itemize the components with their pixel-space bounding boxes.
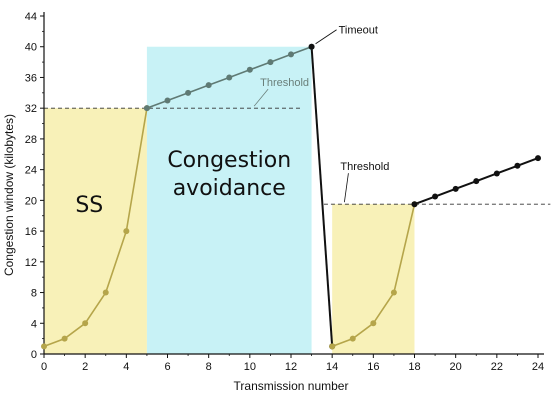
threshold-pointer-0 bbox=[253, 88, 269, 107]
x-tick-label: 14 bbox=[326, 361, 338, 373]
congestion-avoidance-label: Congestion bbox=[167, 148, 291, 173]
data-point bbox=[226, 74, 233, 81]
y-tick-label: 0 bbox=[31, 349, 37, 361]
data-point bbox=[535, 155, 541, 162]
data-point bbox=[329, 343, 336, 350]
data-point bbox=[473, 178, 480, 185]
data-point bbox=[185, 89, 192, 96]
timeout-pointer bbox=[315, 29, 337, 45]
x-tick-label: 2 bbox=[82, 361, 88, 373]
threshold-label-0: Threshold bbox=[260, 77, 309, 89]
data-point bbox=[82, 320, 89, 327]
data-point bbox=[143, 105, 150, 112]
y-tick-label: 4 bbox=[31, 318, 37, 330]
y-tick-label: 12 bbox=[25, 257, 37, 269]
x-axis-title: Transmission number bbox=[234, 379, 349, 393]
data-point bbox=[452, 185, 459, 192]
x-tick-label: 24 bbox=[532, 361, 544, 373]
y-tick-label: 20 bbox=[25, 195, 37, 207]
series-line-2 bbox=[310, 46, 334, 347]
region-2 bbox=[332, 204, 415, 354]
data-point bbox=[288, 51, 294, 58]
x-tick-label: 16 bbox=[367, 361, 379, 373]
congestion-avoidance-label: avoidance bbox=[173, 176, 286, 201]
axes: 0 2 4 6 8 10 12 14 16 18 20 22 240481216202428323640… bbox=[2, 11, 544, 393]
data-point bbox=[246, 66, 253, 73]
x-tick-label: 10 bbox=[244, 361, 256, 373]
data-point bbox=[514, 162, 521, 169]
threshold-pointer-1 bbox=[344, 173, 349, 203]
data-point bbox=[411, 201, 418, 208]
region-0 bbox=[44, 108, 147, 354]
y-axis-title: Congestion window (kilobytes) bbox=[2, 114, 16, 276]
y-tick-label: 40 bbox=[25, 42, 37, 54]
x-tick-label: 12 bbox=[285, 361, 297, 373]
x-tick-label: 22 bbox=[491, 361, 503, 373]
y-tick-label: 36 bbox=[25, 72, 37, 84]
data-point bbox=[205, 82, 212, 89]
y-tick-label: 28 bbox=[25, 134, 37, 146]
annotations: Timeout SS Congestion avoidance bbox=[75, 25, 378, 218]
data-point bbox=[41, 343, 47, 350]
data-point bbox=[267, 59, 274, 66]
data-point bbox=[164, 97, 171, 104]
data-series bbox=[41, 43, 541, 350]
x-tick-label: 20 bbox=[450, 361, 462, 373]
x-tick-label: 6 bbox=[164, 361, 170, 373]
y-tick-label: 16 bbox=[25, 226, 37, 238]
data-point bbox=[123, 228, 130, 235]
timeout-label: Timeout bbox=[339, 25, 378, 37]
data-point bbox=[390, 289, 397, 296]
x-tick-label: 4 bbox=[123, 361, 129, 373]
data-point bbox=[61, 335, 68, 342]
x-tick-label: 8 bbox=[206, 361, 212, 373]
y-tick-label: 24 bbox=[25, 165, 37, 177]
series-line-0 bbox=[43, 108, 148, 348]
y-tick-label: 8 bbox=[31, 288, 37, 300]
data-point bbox=[493, 170, 500, 177]
x-tick-label: 18 bbox=[408, 361, 420, 373]
threshold-label-1: Threshold bbox=[340, 161, 389, 173]
threshold-lines: Threshold Threshold bbox=[44, 77, 551, 205]
y-tick-label: 44 bbox=[25, 11, 37, 23]
ss-label: SS bbox=[75, 193, 103, 218]
y-tick-label: 32 bbox=[25, 103, 37, 115]
data-point bbox=[308, 43, 315, 50]
data-point bbox=[349, 335, 356, 342]
data-point bbox=[370, 320, 377, 327]
x-tick-label: 0 bbox=[41, 361, 47, 373]
data-point bbox=[432, 193, 439, 200]
data-point bbox=[102, 289, 109, 296]
